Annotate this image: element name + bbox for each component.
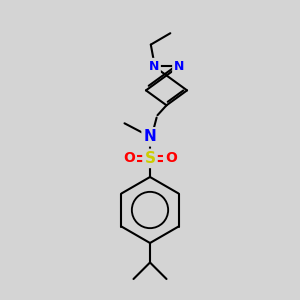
Text: S: S — [145, 151, 155, 166]
Text: O: O — [123, 152, 135, 165]
Text: N: N — [144, 129, 156, 144]
Text: N: N — [174, 60, 184, 73]
Text: O: O — [165, 152, 177, 165]
Text: N: N — [148, 60, 159, 73]
